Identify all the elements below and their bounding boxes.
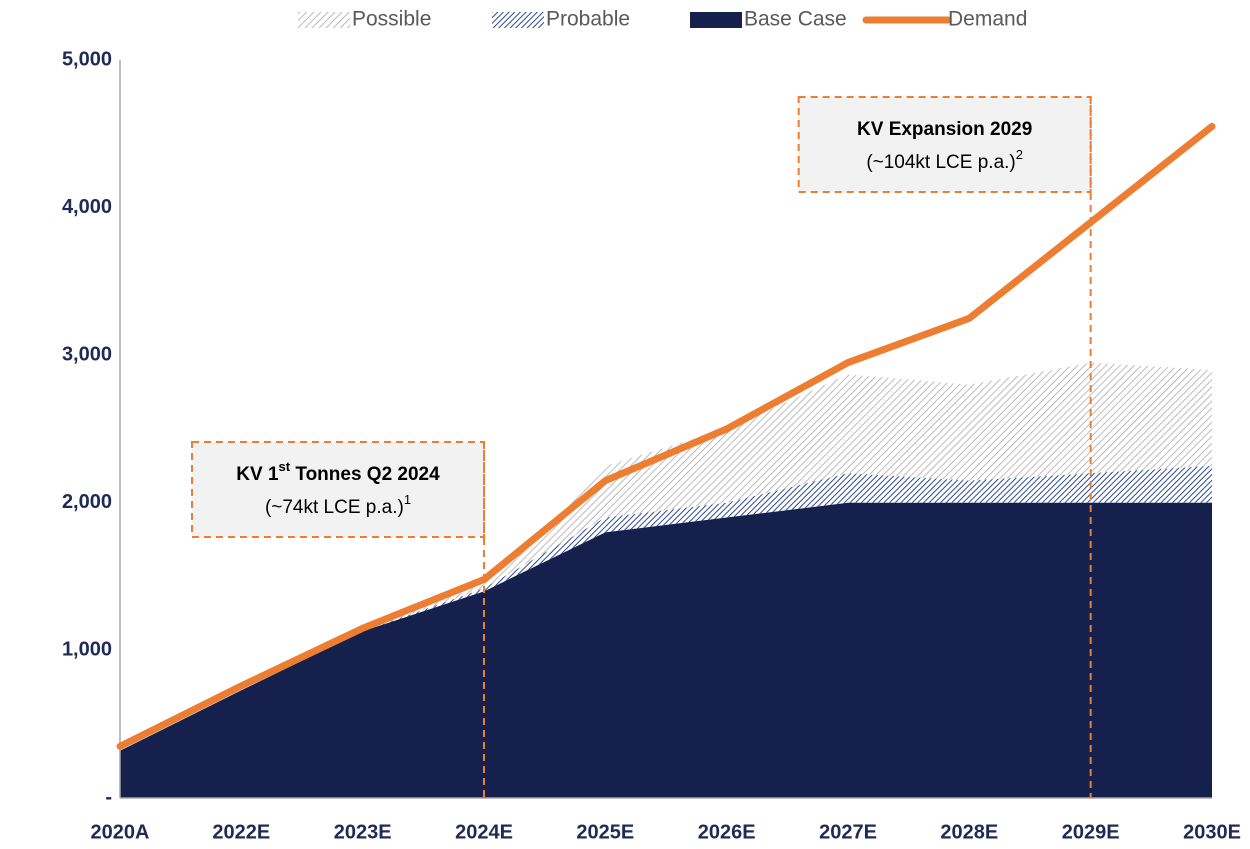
annotation-note-sup: 1 <box>404 492 411 507</box>
legend-label: Base Case <box>744 8 847 31</box>
legend-label: Possible <box>352 8 431 31</box>
x-tick-label: 2020A <box>91 821 150 843</box>
legend-swatch <box>298 12 350 28</box>
demand-line <box>116 122 1216 750</box>
legend-swatch <box>492 12 544 28</box>
annotation-title-text: KV Expansion 2029 <box>857 119 1032 140</box>
annotation-title-rest: Tonnes Q2 2024 <box>290 464 440 485</box>
annotation-title: KV Expansion 2029 <box>857 119 1032 140</box>
annotation-title-sup: st <box>279 459 291 474</box>
annotation-title: KV 1st Tonnes Q2 2024 <box>236 459 440 485</box>
y-tick-label: 4,000 <box>62 196 112 218</box>
x-tick-label: 2028E <box>940 821 998 843</box>
area <box>120 465 1212 751</box>
x-tick-label: 2022E <box>212 821 270 843</box>
y-tick-label: 1,000 <box>62 639 112 661</box>
annotation-note-sup: 2 <box>1016 147 1023 162</box>
x-tick-label: 2026E <box>698 821 756 843</box>
x-tick-label: 2024E <box>455 821 513 843</box>
x-tick-label: 2023E <box>334 821 392 843</box>
annotation-note-text: (~104kt LCE p.a.) <box>866 152 1015 173</box>
annotation-note: (~104kt LCE p.a.)2 <box>866 147 1023 173</box>
y-tick-label: 2,000 <box>62 491 112 513</box>
annotation-title-text: KV 1 <box>236 464 279 485</box>
x-tick-label: 2030E <box>1183 821 1241 843</box>
y-tick-label: 3,000 <box>62 343 112 365</box>
area <box>120 362 1212 751</box>
x-tick-label: 2025E <box>576 821 634 843</box>
legend-label: Probable <box>546 8 630 31</box>
annotation-box <box>797 96 1092 193</box>
y-tick-label: - <box>105 786 112 808</box>
area <box>120 502 1212 798</box>
x-tick-label: 2027E <box>819 821 877 843</box>
annotation-note-text: (~74kt LCE p.a.) <box>265 497 404 518</box>
annotation-note: (~74kt LCE p.a.)1 <box>265 492 411 518</box>
y-tick-label: 5,000 <box>62 48 112 70</box>
legend-swatch <box>690 12 742 28</box>
annotation-box <box>191 441 485 538</box>
legend-label: Demand <box>948 8 1027 31</box>
x-tick-label: 2029E <box>1062 821 1120 843</box>
